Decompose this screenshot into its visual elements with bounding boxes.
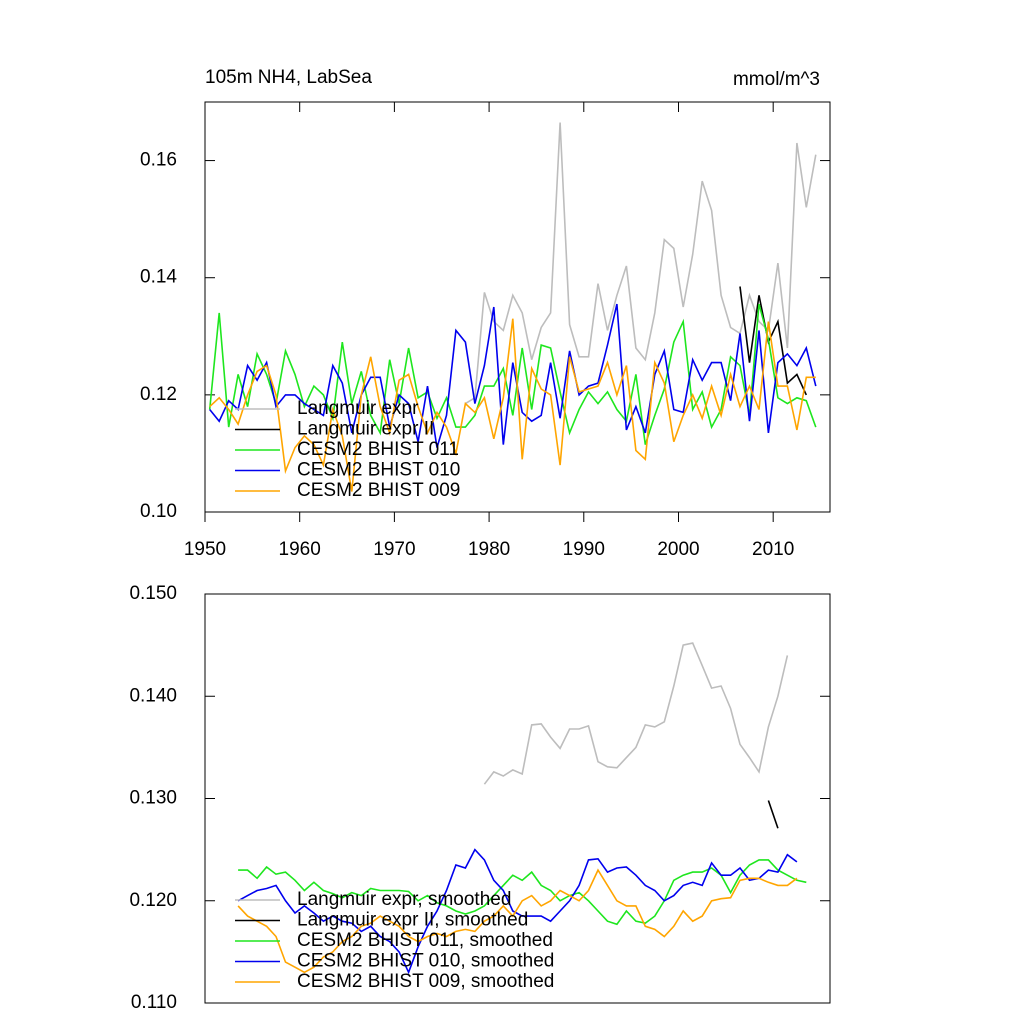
series-line: [767, 800, 779, 829]
y-tick-label: 0.140: [129, 685, 177, 706]
y-tick-label: 0.16: [140, 150, 177, 171]
series-line: [739, 286, 808, 396]
x-tick-label: 1980: [468, 539, 510, 560]
y-tick-label: 0.130: [129, 788, 177, 809]
series-line: [237, 868, 798, 974]
legend-label: CESM2 BHIST 009: [297, 480, 460, 501]
series-line: [209, 303, 817, 448]
units-label: mmol/m^3: [733, 69, 820, 90]
x-tick-label: 1950: [184, 539, 226, 560]
legend-label: CESM2 BHIST 011: [297, 439, 459, 460]
legend-label: CESM2 BHIST 009, smoothed: [297, 971, 554, 992]
x-tick-label: 2010: [752, 539, 794, 560]
y-tick-label: 0.10: [140, 501, 177, 522]
series-line: [237, 848, 798, 975]
series-line: [238, 859, 807, 926]
series-line: [208, 303, 817, 445]
y-tick-label: 0.120: [129, 890, 177, 911]
x-tick-label: 2000: [657, 539, 699, 560]
legend-label: CESM2 BHIST 010: [297, 460, 460, 481]
legend-label: Langmuir expr II, smoothed: [297, 910, 528, 931]
y-tick-label: 0.150: [129, 583, 177, 604]
legend-label: CESM2 BHIST 011, smoothed: [297, 930, 553, 951]
y-tick-label: 0.12: [140, 384, 177, 405]
y-tick-label: 0.14: [140, 267, 177, 288]
legend-label: Langmuir expr, smoothed: [297, 889, 511, 910]
legend-label: Langmuir expr II: [297, 419, 434, 440]
series-line: [483, 642, 789, 785]
legend-label: Langmuir expr: [297, 398, 419, 419]
plot-frame: [204, 101, 831, 513]
x-tick-label: 1960: [279, 539, 321, 560]
series-line: [209, 318, 816, 492]
series-line: [464, 122, 817, 405]
legend-label: CESM2 BHIST 010, smoothed: [297, 951, 554, 972]
x-tick-label: 1970: [373, 539, 415, 560]
y-tick-label: 0.110: [131, 992, 177, 1013]
x-tick-label: 1990: [563, 539, 605, 560]
chart-title: 105m NH4, LabSea: [205, 67, 372, 88]
